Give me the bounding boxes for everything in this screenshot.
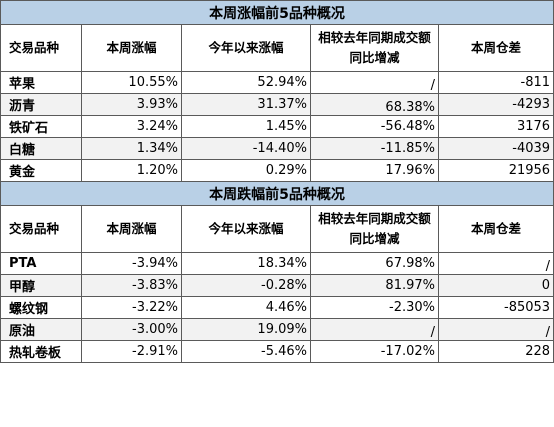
open-interest-change: -4293: [437, 93, 554, 116]
yoy-turnover: 17.96%: [310, 159, 439, 182]
yoy-turnover: -11.85%: [310, 137, 439, 160]
yoy-turnover: -56.48%: [310, 115, 439, 138]
product-name: PTA: [0, 252, 82, 275]
header-ytd-change: 今年以来涨幅: [181, 205, 311, 253]
open-interest-change: -811: [437, 71, 554, 94]
table-row: 苹果 10.55% 52.94% / -811: [0, 71, 554, 94]
product-name: 热轧卷板: [0, 340, 82, 363]
weekly-change: -3.83%: [81, 274, 182, 297]
weekly-change: 1.34%: [81, 137, 182, 160]
table-row: 原油 -3.00% 19.09% / /: [0, 318, 554, 341]
ytd-change: 4.46%: [181, 296, 311, 319]
open-interest-change: 0: [437, 274, 554, 297]
product-name: 白糖: [0, 137, 82, 160]
gainers-title: 本周涨幅前5品种概况: [0, 0, 554, 25]
ytd-change: -0.28%: [181, 274, 311, 297]
weekly-change: 1.20%: [81, 159, 182, 182]
yoy-turnover: 68.38%: [310, 93, 439, 116]
ytd-change: -5.46%: [181, 340, 311, 363]
header-yoy-turnover: 相较去年同期成交额同比增减: [310, 24, 439, 72]
product-name: 原油: [0, 318, 82, 341]
summary-table: 本周涨幅前5品种概况 交易品种 本周涨幅 今年以来涨幅 相较去年同期成交额同比增…: [0, 0, 554, 363]
yoy-turnover: 67.98%: [310, 252, 439, 275]
ytd-change: 0.29%: [181, 159, 311, 182]
gainers-header-row: 交易品种 本周涨幅 今年以来涨幅 相较去年同期成交额同比增减 本周仓差: [0, 24, 554, 72]
weekly-change: -3.00%: [81, 318, 182, 341]
weekly-change: -3.22%: [81, 296, 182, 319]
table-row: 甲醇 -3.83% -0.28% 81.97% 0: [0, 274, 554, 297]
header-ytd-change: 今年以来涨幅: [181, 24, 311, 72]
yoy-turnover: 81.97%: [310, 274, 439, 297]
table-row: 铁矿石 3.24% 1.45% -56.48% 3176: [0, 115, 554, 138]
header-product: 交易品种: [0, 24, 82, 72]
yoy-turnover: -17.02%: [310, 340, 439, 363]
header-yoy-turnover: 相较去年同期成交额同比增减: [310, 205, 439, 253]
ytd-change: -14.40%: [181, 137, 311, 160]
table-row: 沥青 3.93% 31.37% 68.38% -4293: [0, 93, 554, 116]
product-name: 黄金: [0, 159, 82, 182]
open-interest-change: /: [437, 318, 554, 341]
gainers-title-row: 本周涨幅前5品种概况: [0, 0, 554, 25]
open-interest-change: -85053: [437, 296, 554, 319]
header-open-interest-change: 本周仓差: [437, 24, 554, 72]
yoy-turnover: /: [310, 318, 439, 341]
product-name: 甲醇: [0, 274, 82, 297]
open-interest-change: /: [437, 252, 554, 275]
weekly-change: 10.55%: [81, 71, 182, 94]
header-weekly-change: 本周涨幅: [81, 205, 182, 253]
losers-title: 本周跌幅前5品种概况: [0, 181, 554, 206]
losers-title-row: 本周跌幅前5品种概况: [0, 181, 554, 206]
open-interest-change: 3176: [437, 115, 554, 138]
yoy-turnover: -2.30%: [310, 296, 439, 319]
product-name: 沥青: [0, 93, 82, 116]
open-interest-change: 21956: [437, 159, 554, 182]
weekly-change: -3.94%: [81, 252, 182, 275]
weekly-change: 3.93%: [81, 93, 182, 116]
yoy-turnover: /: [310, 71, 439, 94]
open-interest-change: -4039: [437, 137, 554, 160]
product-name: 铁矿石: [0, 115, 82, 138]
table-row: 白糖 1.34% -14.40% -11.85% -4039: [0, 137, 554, 160]
ytd-change: 52.94%: [181, 71, 311, 94]
header-open-interest-change: 本周仓差: [437, 205, 554, 253]
product-name: 苹果: [0, 71, 82, 94]
table-row: 黄金 1.20% 0.29% 17.96% 21956: [0, 159, 554, 182]
header-weekly-change: 本周涨幅: [81, 24, 182, 72]
ytd-change: 19.09%: [181, 318, 311, 341]
ytd-change: 18.34%: [181, 252, 311, 275]
ytd-change: 1.45%: [181, 115, 311, 138]
open-interest-change: 228: [437, 340, 554, 363]
product-name: 螺纹钢: [0, 296, 82, 319]
table-row: 螺纹钢 -3.22% 4.46% -2.30% -85053: [0, 296, 554, 319]
header-product: 交易品种: [0, 205, 82, 253]
table-row: PTA -3.94% 18.34% 67.98% /: [0, 252, 554, 275]
losers-header-row: 交易品种 本周涨幅 今年以来涨幅 相较去年同期成交额同比增减 本周仓差: [0, 205, 554, 253]
weekly-change: -2.91%: [81, 340, 182, 363]
table-row: 热轧卷板 -2.91% -5.46% -17.02% 228: [0, 340, 554, 363]
ytd-change: 31.37%: [181, 93, 311, 116]
weekly-change: 3.24%: [81, 115, 182, 138]
